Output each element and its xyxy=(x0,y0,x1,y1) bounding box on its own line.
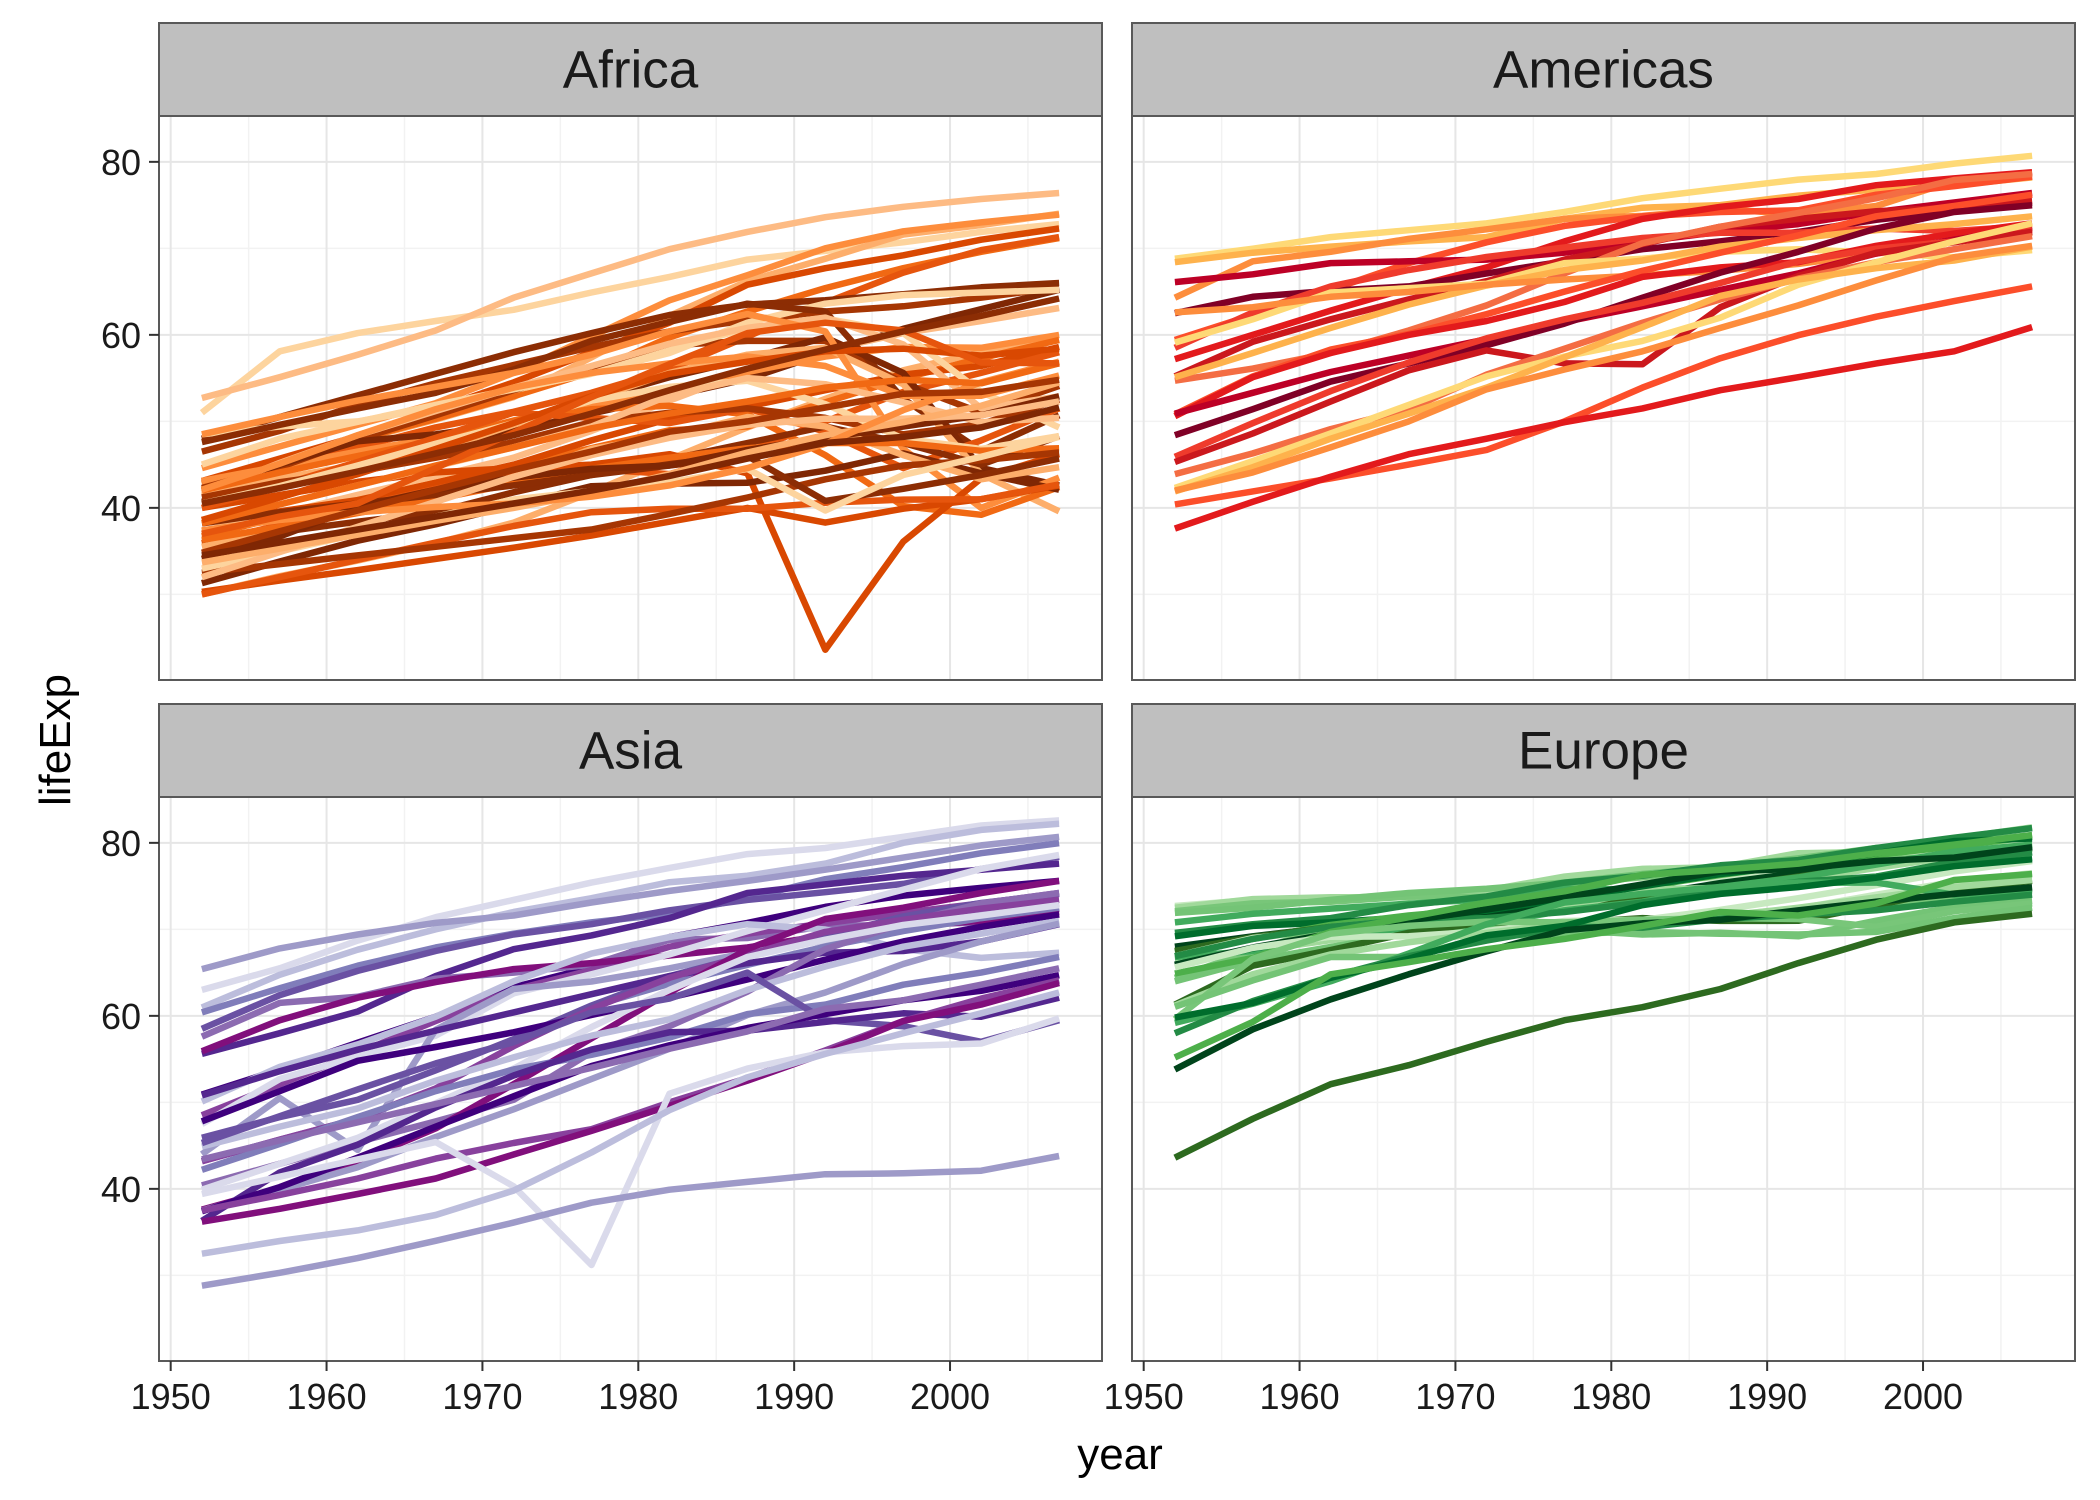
x-axis-title: year xyxy=(1077,1430,1163,1479)
series-line-cambodia xyxy=(201,1015,1061,1269)
x-tick-label-2000: 2000 xyxy=(910,1376,990,1417)
facet-asia: Asia 40 60 80 1950 1960 1970 1980 1990 2000 xyxy=(101,703,1103,1417)
strip-americas xyxy=(1131,22,2076,117)
series-line-sierra-leone xyxy=(201,482,1060,596)
series-line-hong-kong xyxy=(200,820,1060,1011)
x-tick-label-1950: 1950 xyxy=(131,1376,211,1417)
series-line-tunisia xyxy=(201,211,1060,472)
series-line-iran xyxy=(201,917,1060,1150)
y-tick-label-80: 80 xyxy=(101,823,141,864)
series-line-haiti xyxy=(1173,323,2034,532)
series-line-dominican-republic xyxy=(1173,226,2033,460)
x-tick-label-1970: 1970 xyxy=(442,1376,522,1417)
panel-border-europe xyxy=(1131,796,2076,1362)
x-tick-label-2000: 2000 xyxy=(1883,1376,1963,1417)
series-line-equatorial-guinea xyxy=(201,404,1060,559)
strip-label-africa: Africa xyxy=(563,41,699,100)
series-line-el-salvador xyxy=(1173,228,2033,466)
series-line-korea-rep- xyxy=(200,851,1060,1127)
strip-label-americas: Americas xyxy=(1493,41,1714,100)
series-line-mauritania xyxy=(201,295,1060,507)
series-line-united-states xyxy=(1174,174,2033,266)
series-line-nicaragua xyxy=(1173,220,2033,492)
series-line-guatemala xyxy=(1174,242,2033,494)
y-tick-label-40: 40 xyxy=(101,1169,141,1210)
series-lines-europe xyxy=(1172,824,2033,1161)
series-line-pakistan xyxy=(201,965,1060,1163)
series-line-venezuela xyxy=(1173,213,2033,381)
series-line-afghanistan xyxy=(201,1152,1060,1289)
x-tick-label-1980: 1980 xyxy=(598,1376,678,1417)
facet-americas: Americas xyxy=(1131,22,2076,681)
panel-border-africa xyxy=(158,115,1103,681)
y-tick-label-80: 80 xyxy=(101,142,141,183)
panel-border-americas xyxy=(1131,115,2076,681)
series-line-myanmar xyxy=(200,994,1060,1224)
series-line-reunion xyxy=(201,189,1060,402)
series-line-mongolia xyxy=(200,953,1060,1173)
facet-africa: Africa 40 60 80 xyxy=(101,22,1103,681)
panel-border-asia xyxy=(158,796,1103,1362)
series-line-togo xyxy=(200,345,1060,524)
series-lines-asia xyxy=(199,817,1061,1289)
strip-label-europe: Europe xyxy=(1518,722,1689,781)
series-line-panama xyxy=(1173,197,2033,380)
y-tick-label-60: 60 xyxy=(101,315,141,356)
series-line-switzerland xyxy=(1174,824,2033,937)
x-tick-label-1950: 1950 xyxy=(1104,1376,1184,1417)
y-tick-label-60: 60 xyxy=(101,996,141,1037)
x-tick-label-1990: 1990 xyxy=(754,1376,834,1417)
panel-bg-americas xyxy=(1132,116,2075,680)
series-line-cote-d-ivoire xyxy=(201,377,1060,507)
series-line-djibouti xyxy=(201,376,1060,556)
strip-africa xyxy=(158,22,1103,117)
series-line-indonesia xyxy=(201,920,1060,1214)
series-line-kuwait xyxy=(201,860,1060,1058)
series-lines-africa xyxy=(199,189,1061,653)
series-line-taiwan xyxy=(200,853,1060,1032)
facets-layer: Africa 40 60 80 Americas Asia 40 60 80 1950 1960 19… xyxy=(101,22,2076,1417)
y-axis-title: lifeExp xyxy=(31,674,80,806)
x-tick-label-1960: 1960 xyxy=(287,1376,367,1417)
series-line-colombia xyxy=(1173,220,2033,420)
series-line-nepal xyxy=(201,979,1060,1225)
series-line-turkey xyxy=(1173,910,2033,1161)
series-lines-americas xyxy=(1173,152,2034,532)
series-line-bulgaria xyxy=(1172,900,2033,1022)
series-line-angola xyxy=(201,481,1060,598)
series-line-benin xyxy=(201,360,1060,527)
series-line-puerto-rico xyxy=(1173,169,2033,301)
series-line-albania xyxy=(1173,870,2033,1061)
y-tick-label-40: 40 xyxy=(101,488,141,529)
series-line-canada xyxy=(1174,152,2033,262)
series-line-rwanda xyxy=(201,450,1061,653)
series-line-yemen xyxy=(201,989,1060,1257)
series-line-gabon xyxy=(201,319,1060,537)
series-line-guinea-bissau xyxy=(201,449,1060,576)
series-line-mauritius xyxy=(199,220,1060,416)
facet-europe: Europe 1950 1960 1970 1980 1990 2000 xyxy=(1104,703,2076,1417)
series-line-south-africa xyxy=(200,315,1061,468)
x-tick-label-1960: 1960 xyxy=(1260,1376,1340,1417)
strip-europe xyxy=(1131,703,2076,798)
x-tick-label-1990: 1990 xyxy=(1727,1376,1807,1417)
series-line-costa-rica xyxy=(1173,168,2033,363)
series-line-thailand xyxy=(200,921,1060,1099)
strip-label-asia: Asia xyxy=(579,722,683,781)
series-line-japan xyxy=(201,817,1060,994)
series-line-honduras xyxy=(1173,243,2033,495)
x-tick-label-1970: 1970 xyxy=(1415,1376,1495,1417)
series-line-israel xyxy=(201,833,1060,973)
x-tick-label-1980: 1980 xyxy=(1571,1376,1651,1417)
